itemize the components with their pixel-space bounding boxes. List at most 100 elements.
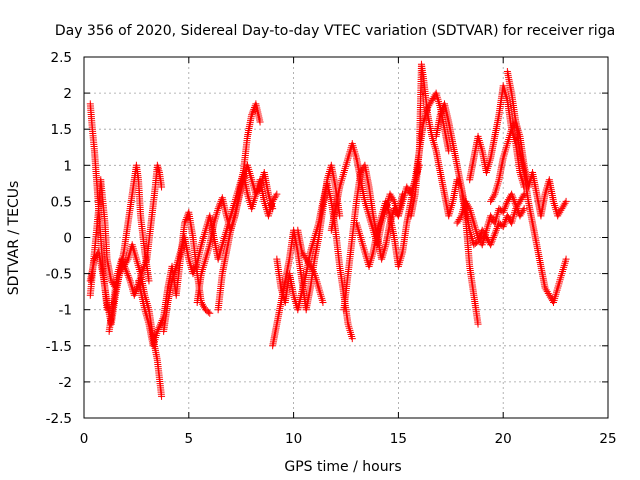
- data-point: [122, 266, 130, 274]
- data-point: [253, 188, 261, 196]
- series-sat-c: [86, 161, 153, 299]
- data-point: [154, 165, 162, 173]
- data-point: [156, 322, 164, 330]
- x-tick-label: 25: [599, 431, 616, 447]
- data-point: [428, 96, 436, 104]
- data-point: [141, 259, 149, 267]
- series-sat-d: [105, 161, 166, 335]
- data-point: [154, 163, 162, 171]
- data-point: [301, 253, 309, 261]
- data-point: [199, 302, 207, 310]
- data-point: [132, 288, 140, 296]
- x-axis-title: GPS time / hours: [284, 459, 401, 475]
- data-point: [304, 259, 312, 267]
- x-tick-label: 15: [390, 431, 407, 447]
- data-point: [107, 277, 115, 285]
- x-tick-label: 0: [80, 431, 89, 447]
- data-point: [153, 161, 161, 169]
- data-point: [125, 275, 133, 283]
- data-point: [119, 259, 127, 267]
- data-point: [157, 318, 165, 326]
- data-point: [192, 262, 200, 270]
- data-point: [298, 248, 306, 256]
- data-point: [131, 289, 139, 297]
- data-point: [142, 257, 150, 265]
- data-point: [300, 252, 308, 260]
- data-point: [157, 320, 165, 328]
- data-point: [140, 262, 148, 270]
- data-point: [121, 264, 129, 272]
- y-tick-label: 1.5: [51, 122, 72, 138]
- data-point: [190, 266, 198, 274]
- data-point: [387, 192, 395, 200]
- data-point: [310, 268, 318, 276]
- data-point: [390, 205, 398, 213]
- y-tick-label: -0.5: [46, 267, 72, 283]
- data-point: [182, 215, 190, 223]
- data-point: [391, 206, 399, 214]
- data-point: [248, 111, 256, 119]
- y-tick-label: 0: [63, 231, 72, 247]
- x-tick-label: 10: [285, 431, 302, 447]
- data-point: [306, 262, 314, 270]
- data-point: [302, 255, 310, 263]
- data-point: [386, 190, 394, 198]
- x-tick-label: 5: [185, 431, 194, 447]
- data-point: [248, 109, 256, 117]
- y-tick-label: -2.5: [46, 411, 72, 427]
- data-point: [130, 291, 138, 299]
- series-sat-l: [327, 140, 407, 249]
- data-point: [270, 196, 278, 204]
- data-point: [120, 261, 128, 269]
- data-point: [124, 271, 132, 279]
- data-point: [299, 250, 307, 258]
- data-point: [121, 262, 129, 270]
- y-tick-label: -2: [59, 375, 72, 391]
- data-point: [181, 219, 189, 227]
- data-point: [118, 255, 126, 263]
- data-point: [249, 107, 257, 115]
- data-point: [108, 279, 116, 287]
- data-point: [429, 95, 437, 103]
- y-tick-label: 1: [63, 158, 72, 174]
- data-point: [272, 192, 280, 200]
- data-point: [256, 118, 264, 126]
- data-point: [303, 257, 311, 265]
- y-tick-label: -1.5: [46, 339, 72, 355]
- y-tick-label: -1: [59, 303, 72, 319]
- data-point: [198, 300, 206, 308]
- data-point: [445, 147, 453, 155]
- data-point: [216, 201, 224, 209]
- data-point: [269, 205, 277, 213]
- data-point: [206, 309, 214, 317]
- data-point: [155, 167, 163, 175]
- data-point: [388, 194, 396, 202]
- data-point: [125, 273, 133, 281]
- data-point: [158, 392, 166, 400]
- series-sat-h: [214, 161, 277, 314]
- data-point: [319, 298, 327, 306]
- data-point: [123, 270, 131, 278]
- y-tick-label: 0.5: [51, 194, 72, 210]
- series-sat-n: [352, 89, 453, 270]
- y-axis-title: SDTVAR / TECUs: [6, 181, 22, 296]
- data-point: [357, 169, 365, 177]
- data-point: [158, 183, 166, 191]
- data-point: [153, 327, 161, 335]
- data-point: [307, 264, 315, 272]
- data-point: [204, 308, 212, 316]
- data-point: [336, 212, 344, 220]
- series-sat-o: [407, 60, 482, 328]
- x-tick-label: 20: [495, 431, 512, 447]
- data-point: [214, 205, 222, 213]
- data-point: [118, 257, 126, 265]
- series-sat-k: [294, 226, 327, 306]
- data-point: [139, 264, 147, 272]
- data-point: [271, 194, 279, 202]
- chart-title: Day 356 of 2020, Sidereal Day-to-day VTE…: [55, 23, 615, 39]
- y-tick-label: 2.5: [51, 50, 72, 66]
- data-point: [141, 261, 149, 269]
- data-point: [132, 286, 140, 294]
- data-point: [145, 277, 153, 285]
- data-point: [192, 261, 200, 269]
